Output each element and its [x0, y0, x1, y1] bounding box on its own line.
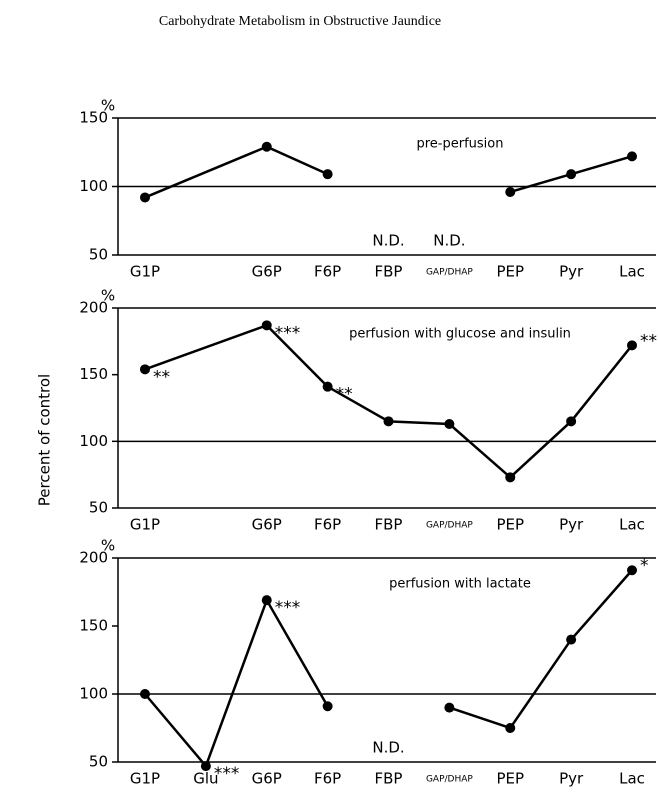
- data-point: [566, 169, 577, 180]
- data-point: [140, 192, 150, 203]
- y-tick-label: 150: [79, 617, 108, 635]
- x-tick-label: G6P: [252, 263, 282, 281]
- x-tick-label: GAP/DHAP: [426, 775, 473, 785]
- x-tick-label: GAP/DHAP: [426, 521, 473, 531]
- data-point: [627, 340, 637, 351]
- data-point: [444, 702, 455, 713]
- data-point: [566, 634, 577, 645]
- data-point: [505, 472, 516, 483]
- data-point: [444, 419, 455, 429]
- x-tick-label: GAP/DHAP: [426, 268, 473, 278]
- panel-label: pre-perfusion: [417, 137, 504, 152]
- unit-label: %: [101, 537, 115, 555]
- x-tick-label: G6P: [252, 770, 282, 788]
- data-point: [261, 595, 272, 606]
- data-point: [261, 141, 272, 152]
- x-tick-label: G1P: [130, 263, 160, 281]
- x-tick-label: F6P: [314, 263, 341, 281]
- x-tick-label: Lac: [619, 516, 645, 534]
- unit-label: %: [101, 287, 115, 305]
- significance-marker: **: [336, 385, 353, 405]
- x-tick-label: Glu: [193, 770, 218, 788]
- x-tick-label: FBP: [375, 770, 403, 788]
- data-point: [322, 169, 333, 180]
- x-tick-label: G1P: [130, 770, 160, 788]
- data-point: [140, 364, 150, 375]
- x-tick-label: G1P: [130, 516, 160, 534]
- y-tick-label: 200: [79, 549, 108, 567]
- data-line: [448, 569, 633, 730]
- x-tick-label: PEP: [496, 516, 524, 534]
- significance-marker: ***: [275, 598, 301, 618]
- data-point: [322, 701, 333, 712]
- note: N.D.: [372, 739, 404, 757]
- x-tick-label: Pyr: [559, 263, 584, 281]
- significance-marker: *: [640, 556, 649, 576]
- data-line: [144, 145, 329, 199]
- data-line: [144, 597, 329, 769]
- x-tick-label: Lac: [619, 770, 645, 788]
- data-point: [505, 186, 516, 197]
- x-tick-label: Pyr: [559, 516, 584, 534]
- x-tick-label: F6P: [314, 516, 341, 534]
- y-tick-label: 100: [79, 432, 108, 450]
- page-header: Carbohydrate Metabolism in Obstructive J…: [159, 14, 441, 29]
- x-tick-label: PEP: [496, 770, 524, 788]
- panel-label: perfusion with lactate: [389, 577, 531, 592]
- y-tick-label: 50: [89, 753, 108, 771]
- x-tick-label: Lac: [619, 263, 645, 281]
- data-point: [140, 689, 150, 699]
- x-tick-label: PEP: [496, 263, 524, 281]
- y-tick-label: 150: [79, 365, 108, 383]
- data-point: [627, 565, 637, 576]
- note: N.D.: [372, 232, 404, 250]
- significance-marker: ***: [275, 323, 301, 343]
- significance-marker: **: [640, 331, 657, 351]
- unit-label: %: [101, 97, 115, 115]
- x-tick-label: G6P: [252, 516, 282, 534]
- data-line: [144, 323, 633, 480]
- y-axis-label: Percent of control: [36, 374, 54, 506]
- note: N.D.: [433, 232, 465, 250]
- data-point: [505, 723, 516, 733]
- significance-marker: ***: [214, 764, 240, 784]
- panel-label: perfusion with glucose and insulin: [349, 327, 571, 342]
- data-point: [322, 381, 333, 392]
- y-tick-label: 100: [79, 685, 108, 703]
- y-tick-label: 200: [79, 299, 108, 317]
- x-tick-label: Pyr: [559, 770, 584, 788]
- data-point: [627, 151, 637, 162]
- significance-marker: **: [153, 367, 170, 387]
- y-tick-label: 50: [89, 499, 108, 517]
- x-tick-label: FBP: [375, 516, 403, 534]
- data-point: [261, 320, 272, 331]
- data-point: [200, 761, 211, 772]
- data-point: [566, 416, 577, 427]
- x-tick-label: FBP: [375, 263, 403, 281]
- y-tick-label: 50: [89, 246, 108, 264]
- x-tick-label: F6P: [314, 770, 341, 788]
- data-point: [383, 416, 394, 427]
- y-tick-label: 100: [79, 177, 108, 195]
- y-tick-label: 150: [79, 109, 108, 127]
